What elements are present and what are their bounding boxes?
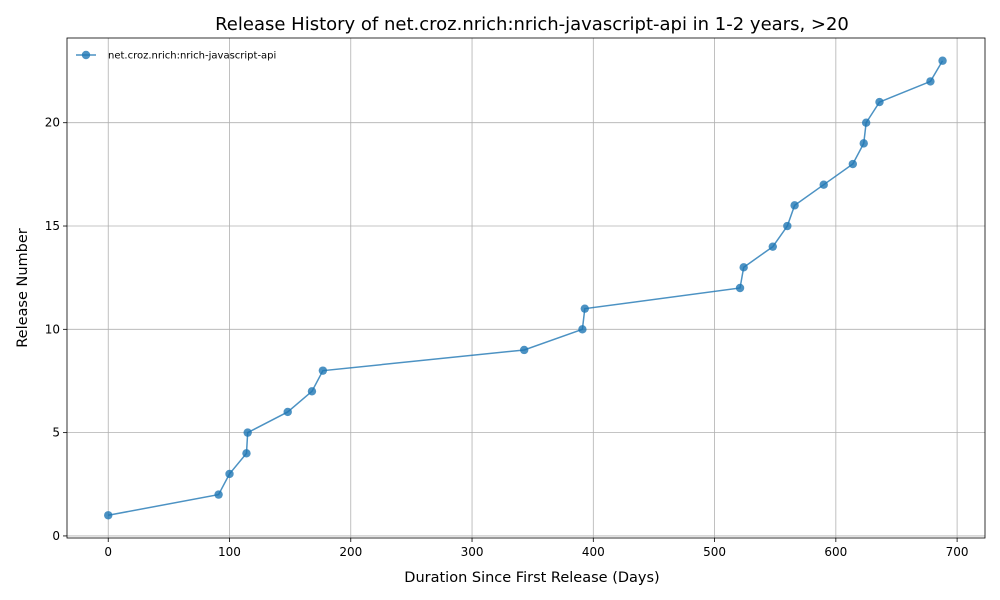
data-point [768, 242, 777, 251]
data-point [242, 449, 251, 458]
data-point [519, 345, 529, 355]
y-tick-label: 0 [52, 529, 60, 543]
data-point [735, 283, 745, 293]
data-point [214, 490, 223, 499]
x-tick-label: 400 [582, 545, 605, 559]
y-tick-label: 15 [45, 219, 60, 233]
x-tick-label: 200 [339, 545, 362, 559]
axes: 0 100 200 300 400 500 600 700 0 5 10 15 20 [45, 116, 969, 559]
legend: net.croz.nrich:nrich-javascript-api [76, 51, 276, 62]
y-tick-label: 20 [45, 116, 60, 130]
x-tick-label: 700 [946, 545, 969, 559]
data-point [307, 387, 317, 396]
data-point [580, 304, 590, 313]
data-point [283, 407, 292, 417]
data-point [739, 263, 748, 272]
data-point [783, 221, 792, 231]
x-tick-label: 300 [461, 545, 484, 559]
data-point [859, 139, 868, 148]
data-point [243, 428, 252, 437]
chart-title: Release History of net.croz.nrich:nrich-… [215, 14, 849, 35]
data-point [790, 201, 799, 210]
data-point [875, 97, 884, 107]
y-tick-label: 10 [45, 322, 60, 336]
data-point [225, 469, 234, 479]
legend-label: net.croz.nrich:nrich-javascript-api [108, 51, 276, 62]
data-point [926, 77, 935, 86]
data-point [104, 511, 113, 520]
data-point [578, 325, 587, 334]
data-point [819, 180, 828, 189]
y-axis-title: Release Number [15, 228, 31, 348]
series-layer [104, 56, 947, 520]
data-point [848, 159, 858, 169]
x-tick-label: 600 [824, 545, 847, 559]
x-tick-label: 100 [218, 545, 241, 559]
data-point [318, 366, 328, 375]
data-point [938, 56, 947, 65]
x-tick-label: 500 [703, 545, 726, 559]
series-line [108, 60, 944, 517]
x-tick-label: 0 [104, 545, 112, 559]
plot-frame [66, 37, 986, 539]
grid-lines [67, 38, 985, 538]
x-axis-title: Duration Since First Release (Days) [404, 570, 659, 586]
data-point [861, 118, 871, 127]
y-tick-label: 5 [52, 426, 60, 440]
legend-marker [81, 50, 91, 60]
